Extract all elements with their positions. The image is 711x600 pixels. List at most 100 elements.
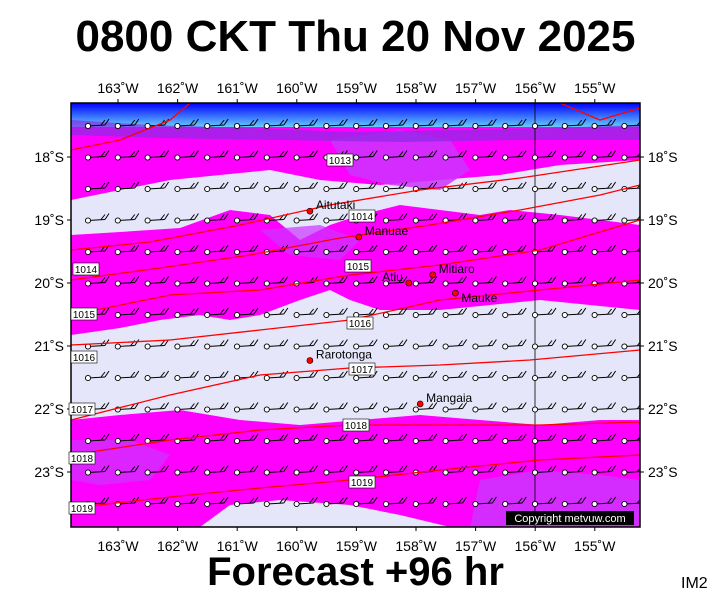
barb-flag (398, 434, 404, 441)
wind-barb (561, 181, 587, 193)
wind-barb (681, 403, 705, 413)
barb-flag (551, 339, 557, 346)
station-circle (442, 374, 449, 382)
wind-barb (531, 181, 557, 193)
barb-flag (671, 119, 675, 125)
station-circle (621, 437, 628, 445)
wind-barb (531, 150, 557, 161)
station-circle (591, 437, 598, 445)
wind-barb (114, 244, 140, 256)
wind-barb (204, 244, 229, 256)
barb-flag (697, 372, 701, 377)
station-circle (293, 185, 300, 193)
barb-flag (611, 496, 617, 504)
wind-barb (531, 276, 557, 287)
wind-barb (144, 370, 170, 382)
barb-flag (249, 466, 255, 472)
barb-flag (368, 245, 374, 252)
barb-flag (372, 339, 378, 346)
barb-flag (667, 246, 671, 251)
wind-barb (561, 339, 587, 350)
station-circle (144, 185, 151, 193)
barb-flag (432, 307, 438, 315)
barb-flag (641, 214, 645, 220)
wind-barb (174, 402, 199, 413)
wind-barb (591, 181, 617, 193)
barb-flag (428, 308, 434, 315)
wind-barb (591, 370, 617, 382)
barb-flag (309, 497, 314, 504)
barb-flag (697, 435, 701, 440)
station-circle (144, 500, 151, 508)
station-circle (233, 437, 241, 445)
barb-flag (253, 496, 259, 504)
barb-flag (253, 181, 259, 189)
wind-barb (621, 152, 640, 161)
barb-shaft (654, 188, 671, 189)
place-label: Mauke (461, 291, 497, 305)
place-marker (355, 233, 363, 241)
barb-flag (551, 433, 557, 441)
station-circle (114, 122, 121, 130)
station-circle (621, 469, 628, 476)
barb-flag (491, 496, 497, 504)
wind-barb (681, 119, 705, 129)
barb-flag (697, 215, 701, 220)
barb-flag (641, 182, 645, 188)
lon-label-bottom: 163˚W (97, 538, 139, 554)
wind-barb (591, 244, 617, 256)
barb-flag (462, 370, 468, 378)
lon-label-bottom: 157˚W (455, 538, 497, 554)
barb-flag (432, 118, 438, 126)
wind-barb (502, 402, 527, 413)
barb-flag (462, 402, 468, 409)
isobar-label: 1019 (71, 504, 94, 515)
barb-flag (432, 244, 438, 252)
barb-flag (249, 119, 255, 126)
barb-flag (279, 182, 285, 189)
station-circle (84, 437, 92, 445)
wind-barb (174, 496, 199, 508)
barb-flag (223, 213, 229, 220)
wind-barb (353, 465, 378, 476)
barb-shaft (684, 377, 701, 378)
station-circle (323, 500, 330, 508)
wind-barb (412, 433, 438, 445)
barb-flag (223, 465, 229, 472)
barb-flag (313, 402, 319, 409)
station-circle (591, 343, 598, 350)
station-circle (353, 374, 360, 382)
barb-flag (309, 151, 314, 157)
wind-barb (472, 465, 497, 476)
station-circle (323, 343, 330, 350)
wind-barb (233, 213, 259, 224)
barb-flag (193, 213, 199, 220)
barb-flag (223, 402, 229, 409)
station-circle (204, 406, 211, 413)
barb-flag (428, 403, 434, 409)
wind-barb (174, 213, 199, 224)
barb-flag (309, 308, 314, 315)
wind-barb (472, 307, 497, 319)
wind-barb (114, 213, 140, 224)
barb-flag (521, 433, 527, 441)
station-circle (204, 280, 211, 287)
barb-flag (488, 119, 493, 126)
station-circle (174, 248, 181, 256)
barb-flag (100, 403, 106, 409)
station-circle (323, 469, 330, 476)
barb-flag (104, 370, 110, 378)
station-circle (114, 343, 121, 350)
station-circle (382, 280, 390, 287)
station-circle (114, 437, 121, 445)
station-circle (353, 406, 360, 413)
barb-flag (309, 371, 314, 378)
barb-flag (398, 182, 404, 189)
barb-flag (309, 340, 314, 346)
wind-barb (144, 181, 170, 193)
station-circle (174, 154, 181, 161)
barb-flag (577, 245, 583, 252)
barb-flag (190, 371, 195, 378)
barb-flag (697, 309, 701, 314)
wind-barb (323, 402, 348, 413)
